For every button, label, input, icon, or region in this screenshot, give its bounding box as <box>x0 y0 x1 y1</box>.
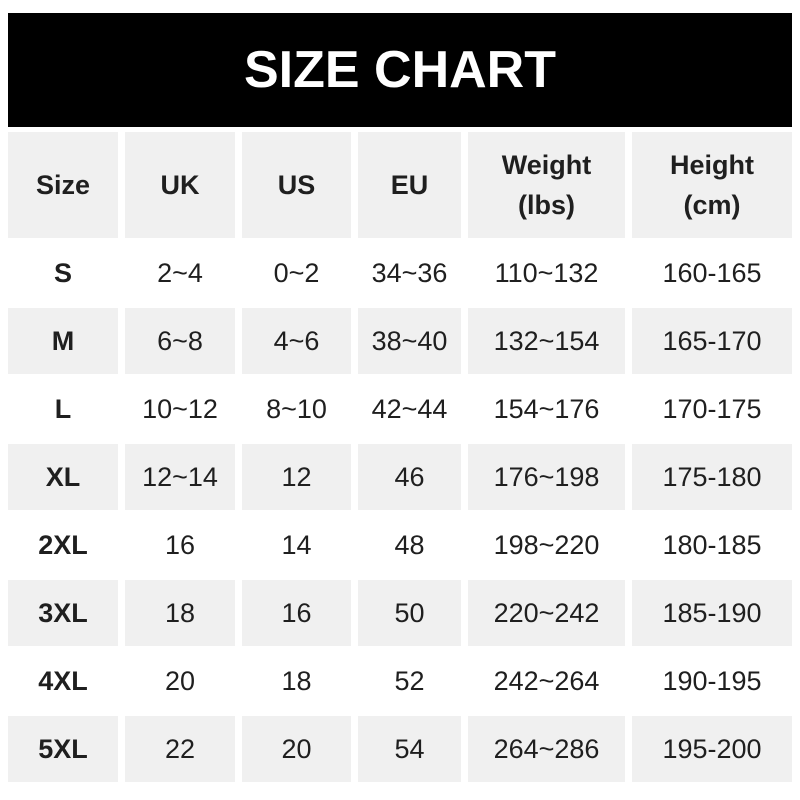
data-cell: 10~12 <box>125 376 235 442</box>
data-cell: 175-180 <box>632 444 792 510</box>
data-cell: 154~176 <box>468 376 625 442</box>
data-cell: 2~4 <box>125 240 235 306</box>
data-cell: 195-200 <box>632 716 792 782</box>
data-cell: 38~40 <box>358 308 461 374</box>
data-cell: 18 <box>125 580 235 646</box>
column-header-height: Height (cm) <box>632 132 792 238</box>
column-header-uk: UK <box>125 132 235 238</box>
column-header-weight: Weight (lbs) <box>468 132 625 238</box>
data-cell: 6~8 <box>125 308 235 374</box>
data-cell: 16 <box>125 512 235 578</box>
column-header-label: UK <box>160 170 200 200</box>
data-cell: 14 <box>242 512 351 578</box>
row-label: 3XL <box>8 580 118 646</box>
data-cell: 22 <box>125 716 235 782</box>
row-label: L <box>8 376 118 442</box>
data-cell: 160-165 <box>632 240 792 306</box>
column-header-label: Weight <box>501 150 592 180</box>
data-cell: 198~220 <box>468 512 625 578</box>
row-label: S <box>8 240 118 306</box>
column-header-label: Height <box>670 150 754 180</box>
data-cell: 190-195 <box>632 648 792 714</box>
data-cell: 220~242 <box>468 580 625 646</box>
data-cell: 4~6 <box>242 308 351 374</box>
data-cell: 180-185 <box>632 512 792 578</box>
data-cell: 242~264 <box>468 648 625 714</box>
column-header-sublabel: (cm) <box>683 190 741 220</box>
size-chart-banner: SIZE CHART <box>8 13 792 127</box>
data-cell: 42~44 <box>358 376 461 442</box>
column-header-eu: EU <box>358 132 461 238</box>
data-cell: 48 <box>358 512 461 578</box>
data-cell: 170-175 <box>632 376 792 442</box>
data-cell: 185-190 <box>632 580 792 646</box>
column-header-label: EU <box>390 170 429 200</box>
data-cell: 18 <box>242 648 351 714</box>
data-cell: 12 <box>242 444 351 510</box>
data-cell: 34~36 <box>358 240 461 306</box>
row-label: 4XL <box>8 648 118 714</box>
data-cell: 12~14 <box>125 444 235 510</box>
data-cell: 176~198 <box>468 444 625 510</box>
data-cell: 0~2 <box>242 240 351 306</box>
row-label: 5XL <box>8 716 118 782</box>
row-label: 2XL <box>8 512 118 578</box>
data-cell: 165-170 <box>632 308 792 374</box>
page-title: SIZE CHART <box>244 41 556 99</box>
data-cell: 264~286 <box>468 716 625 782</box>
column-header-label: US <box>277 170 316 200</box>
data-cell: 16 <box>242 580 351 646</box>
data-cell: 132~154 <box>468 308 625 374</box>
data-cell: 50 <box>358 580 461 646</box>
data-cell: 20 <box>242 716 351 782</box>
data-cell: 110~132 <box>468 240 625 306</box>
data-cell: 8~10 <box>242 376 351 442</box>
column-header-sublabel: (lbs) <box>518 190 575 220</box>
data-cell: 54 <box>358 716 461 782</box>
column-header-size: Size <box>8 132 118 238</box>
column-header-us: US <box>242 132 351 238</box>
column-header-label: Size <box>35 170 91 200</box>
row-label: M <box>8 308 118 374</box>
data-cell: 46 <box>358 444 461 510</box>
size-table: Size UK US EU Weight (lbs) Height (cm) S… <box>8 132 792 782</box>
data-cell: 52 <box>358 648 461 714</box>
data-cell: 20 <box>125 648 235 714</box>
row-label: XL <box>8 444 118 510</box>
